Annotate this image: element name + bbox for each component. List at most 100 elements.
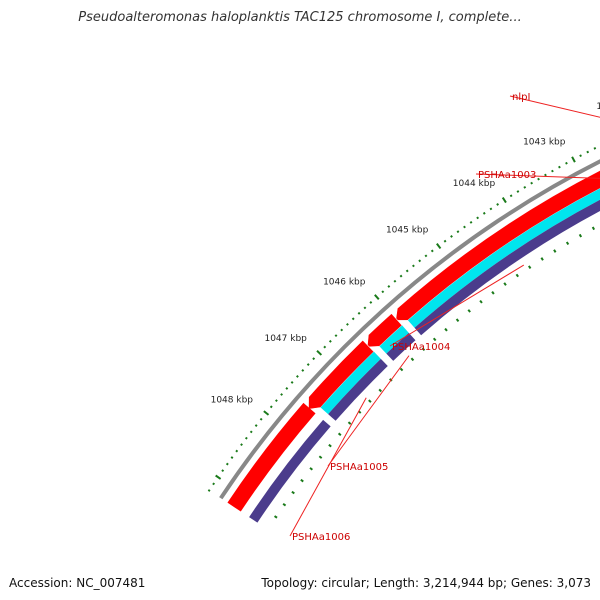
minor-tick xyxy=(306,363,310,366)
inner-tick xyxy=(565,241,570,246)
minor-tick xyxy=(443,239,447,243)
minor-tick xyxy=(346,322,349,326)
minor-tick xyxy=(593,147,597,150)
inner-tick xyxy=(432,337,437,342)
minor-tick xyxy=(551,169,554,173)
feature-label: PSHAa1003 xyxy=(478,170,536,181)
minor-tick xyxy=(558,165,561,169)
minor-tick xyxy=(463,225,466,229)
minor-tick xyxy=(221,469,225,473)
inner-tick xyxy=(378,388,383,393)
minor-tick xyxy=(351,317,355,321)
gene-band xyxy=(320,351,381,415)
minor-tick xyxy=(509,194,513,198)
minor-tick xyxy=(530,181,533,185)
minor-tick xyxy=(340,328,344,332)
minor-tick xyxy=(328,339,332,343)
gene-band xyxy=(379,325,409,354)
minor-tick xyxy=(482,211,486,215)
inner-tick xyxy=(291,490,295,495)
minor-tick xyxy=(269,405,273,409)
minor-tick xyxy=(496,203,500,206)
minor-tick xyxy=(456,230,460,234)
minor-tick xyxy=(381,290,385,294)
scale-label: 1048 kbp xyxy=(211,395,254,405)
major-tick xyxy=(215,474,222,480)
inner-tick xyxy=(479,299,483,304)
inner-tick xyxy=(337,432,342,437)
rna-band xyxy=(249,419,331,523)
minor-tick xyxy=(424,254,428,258)
minor-tick xyxy=(399,274,403,278)
inner-tick xyxy=(318,455,323,459)
minor-tick xyxy=(312,357,316,361)
minor-tick xyxy=(476,216,480,220)
minor-tick xyxy=(274,399,278,403)
inner-tick xyxy=(399,367,404,372)
minor-tick xyxy=(240,443,243,447)
feature-label: PSHAa1004 xyxy=(392,342,450,353)
map-title: Pseudoalteromonas haloplanktis TAC125 ch… xyxy=(78,10,522,25)
inner-tick xyxy=(503,282,507,286)
inner-tick xyxy=(515,273,519,278)
minor-tick xyxy=(244,436,248,440)
scale-label: 1044 kbp xyxy=(453,179,496,189)
minor-tick xyxy=(516,190,520,193)
minor-tick xyxy=(489,207,493,211)
inner-tick xyxy=(467,309,471,313)
rna-band xyxy=(414,199,600,336)
inner-tick xyxy=(528,265,532,269)
inner-tick xyxy=(491,291,495,295)
scale-label: 1045 kbp xyxy=(386,226,429,236)
major-tick xyxy=(571,156,576,163)
minor-tick xyxy=(296,374,299,378)
backbone-arc xyxy=(219,159,600,500)
minor-tick xyxy=(301,369,305,372)
scale-label: 1047 kbp xyxy=(264,334,307,344)
inner-tick xyxy=(300,478,304,483)
inner-tick xyxy=(410,357,415,362)
minor-tick xyxy=(249,430,253,434)
scale-label: 1042 kbp xyxy=(596,102,600,112)
genome-backbone xyxy=(219,159,600,500)
inner-tick xyxy=(328,443,332,448)
minor-tick xyxy=(254,424,258,427)
minor-tick xyxy=(259,417,263,421)
minor-tick xyxy=(334,334,338,338)
minor-tick xyxy=(207,489,211,492)
minor-tick xyxy=(579,154,582,158)
major-tick xyxy=(263,410,270,416)
minor-tick xyxy=(280,393,283,396)
minor-tick xyxy=(212,482,215,486)
minor-tick xyxy=(412,264,415,268)
minor-tick xyxy=(393,279,397,283)
inner-tick xyxy=(578,233,583,238)
minor-tick xyxy=(405,269,409,273)
minor-tick xyxy=(586,150,590,154)
inner-tick xyxy=(455,318,460,323)
minor-tick xyxy=(285,387,289,390)
rna-band xyxy=(386,332,416,361)
minor-tick xyxy=(369,301,373,304)
minor-tick xyxy=(537,177,540,181)
inner-tick xyxy=(347,421,352,425)
inner-tick xyxy=(444,327,448,332)
major-tick xyxy=(501,197,507,204)
minor-tick xyxy=(523,185,527,189)
major-tick xyxy=(436,243,442,250)
feature-labels: nlpI PSHAa1003 PSHAa1004 PSHAa1005 PSHAa1006 xyxy=(289,92,600,543)
minor-tick xyxy=(225,462,229,466)
cds-arrow xyxy=(227,402,316,512)
major-tick xyxy=(316,350,323,356)
minor-tick xyxy=(418,259,422,263)
inner-tick xyxy=(591,226,596,231)
leader-line xyxy=(509,95,600,118)
inner-tick xyxy=(553,249,557,253)
rna-band xyxy=(328,358,388,421)
gene-features xyxy=(227,170,600,523)
inner-tick xyxy=(282,502,287,507)
minor-tick xyxy=(430,249,434,253)
minor-tick xyxy=(290,380,294,384)
minor-tick xyxy=(230,456,234,459)
